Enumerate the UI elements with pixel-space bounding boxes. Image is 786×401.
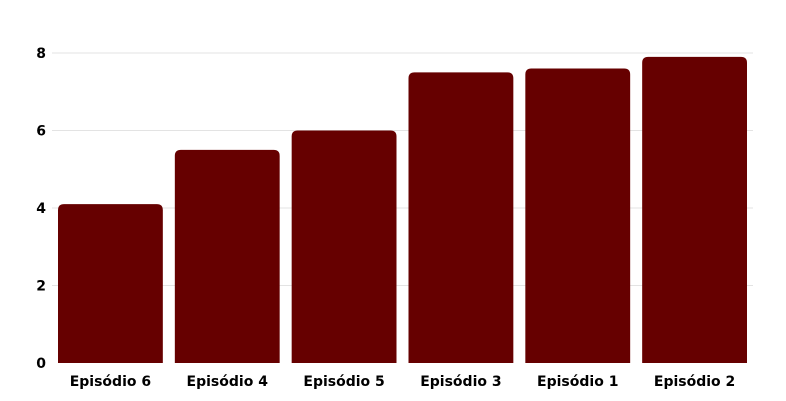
bar (58, 204, 163, 363)
y-tick-label: 6 (36, 124, 46, 140)
x-tick-label: Episódio 3 (420, 374, 501, 390)
y-tick-label: 0 (36, 356, 46, 372)
grid-lines (52, 52, 753, 286)
x-tick-label: Episódio 4 (187, 374, 269, 390)
bar (525, 68, 631, 363)
x-tick-label: Episódio 1 (537, 374, 618, 390)
y-tick-label: 8 (36, 46, 46, 62)
x-tick-label: Episódio 6 (70, 374, 151, 390)
x-tick-label: Episódio 5 (303, 374, 384, 390)
y-tick-label: 2 (36, 279, 46, 295)
bars (58, 56, 747, 363)
y-axis-tick-labels: 0 2 4 6 8 (36, 46, 46, 372)
y-tick-label: 4 (36, 201, 46, 217)
bar (291, 130, 397, 363)
bar (642, 56, 747, 363)
x-axis-tick-labels: Episódio 6 Episódio 4 Episódio 5 Episódio 3… (70, 374, 736, 390)
bar (408, 72, 514, 363)
x-tick-label: Episódio 2 (654, 374, 735, 390)
bar (174, 149, 280, 363)
